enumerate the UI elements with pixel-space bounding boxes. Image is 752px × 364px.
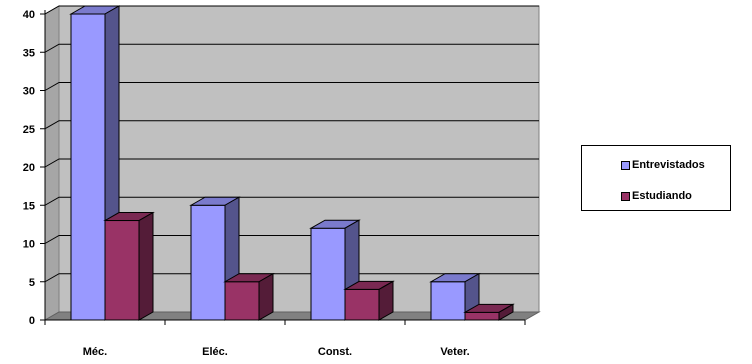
y-tick-label: 20 [23,162,35,174]
gridline-10 [44,235,539,244]
legend-item-entrevistados: Entrevistados [621,159,705,171]
legend-swatch-estudiando [621,191,630,201]
x-tick-labels: Méc. Eléc. Const. Veter. [83,346,470,358]
x-tick-label: Const. [318,346,352,358]
bar-estudiando-2 [343,280,395,321]
bar-estudiando-3 [463,303,515,321]
y-tick-label: 0 [29,315,35,327]
bar-front [310,227,346,321]
bar-front [464,311,500,321]
gridline-40 [44,5,539,15]
y-tick-labels: 0 5 10 15 20 25 30 35 40 [23,9,35,327]
legend-label-estudiando: Estudiando [632,190,692,202]
bar-side [498,303,514,321]
y-tick-label: 40 [23,9,35,21]
x-tick-label: Méc. [83,346,107,358]
legend: Entrevistados Estudiando [581,145,731,211]
gridline-15 [44,196,539,206]
gridline-35 [44,43,539,53]
bar-side [258,272,274,321]
y-tick-label: 30 [23,86,35,98]
gridline-30 [44,82,539,91]
legend-swatch-entrevistados [621,160,630,170]
gridlines [44,5,539,283]
bars [69,5,515,321]
y-tick-label: 5 [29,277,35,289]
bar-front [344,288,380,321]
x-tick-label: Eléc. [202,346,228,358]
bar-front [430,281,466,321]
y-tick-label: 10 [23,239,35,251]
bar-front [190,204,226,321]
legend-item-estudiando: Estudiando [621,190,692,202]
x-tick-label: Veter. [440,346,469,358]
bar-estudiando-0 [103,211,155,321]
y-tick-label: 15 [23,200,35,212]
y-tick-label: 35 [23,47,35,59]
y-tick-label: 25 [23,124,35,136]
gridline-25 [44,120,539,130]
bar-side [378,280,394,321]
gridline-5 [44,273,539,283]
bar-side [138,211,154,321]
legend-label-entrevistados: Entrevistados [632,159,705,171]
bar-front [224,281,260,321]
gridline-20 [44,158,539,168]
bar-estudiando-1 [223,272,275,321]
bar-front [70,13,106,321]
bar-front [104,220,140,321]
